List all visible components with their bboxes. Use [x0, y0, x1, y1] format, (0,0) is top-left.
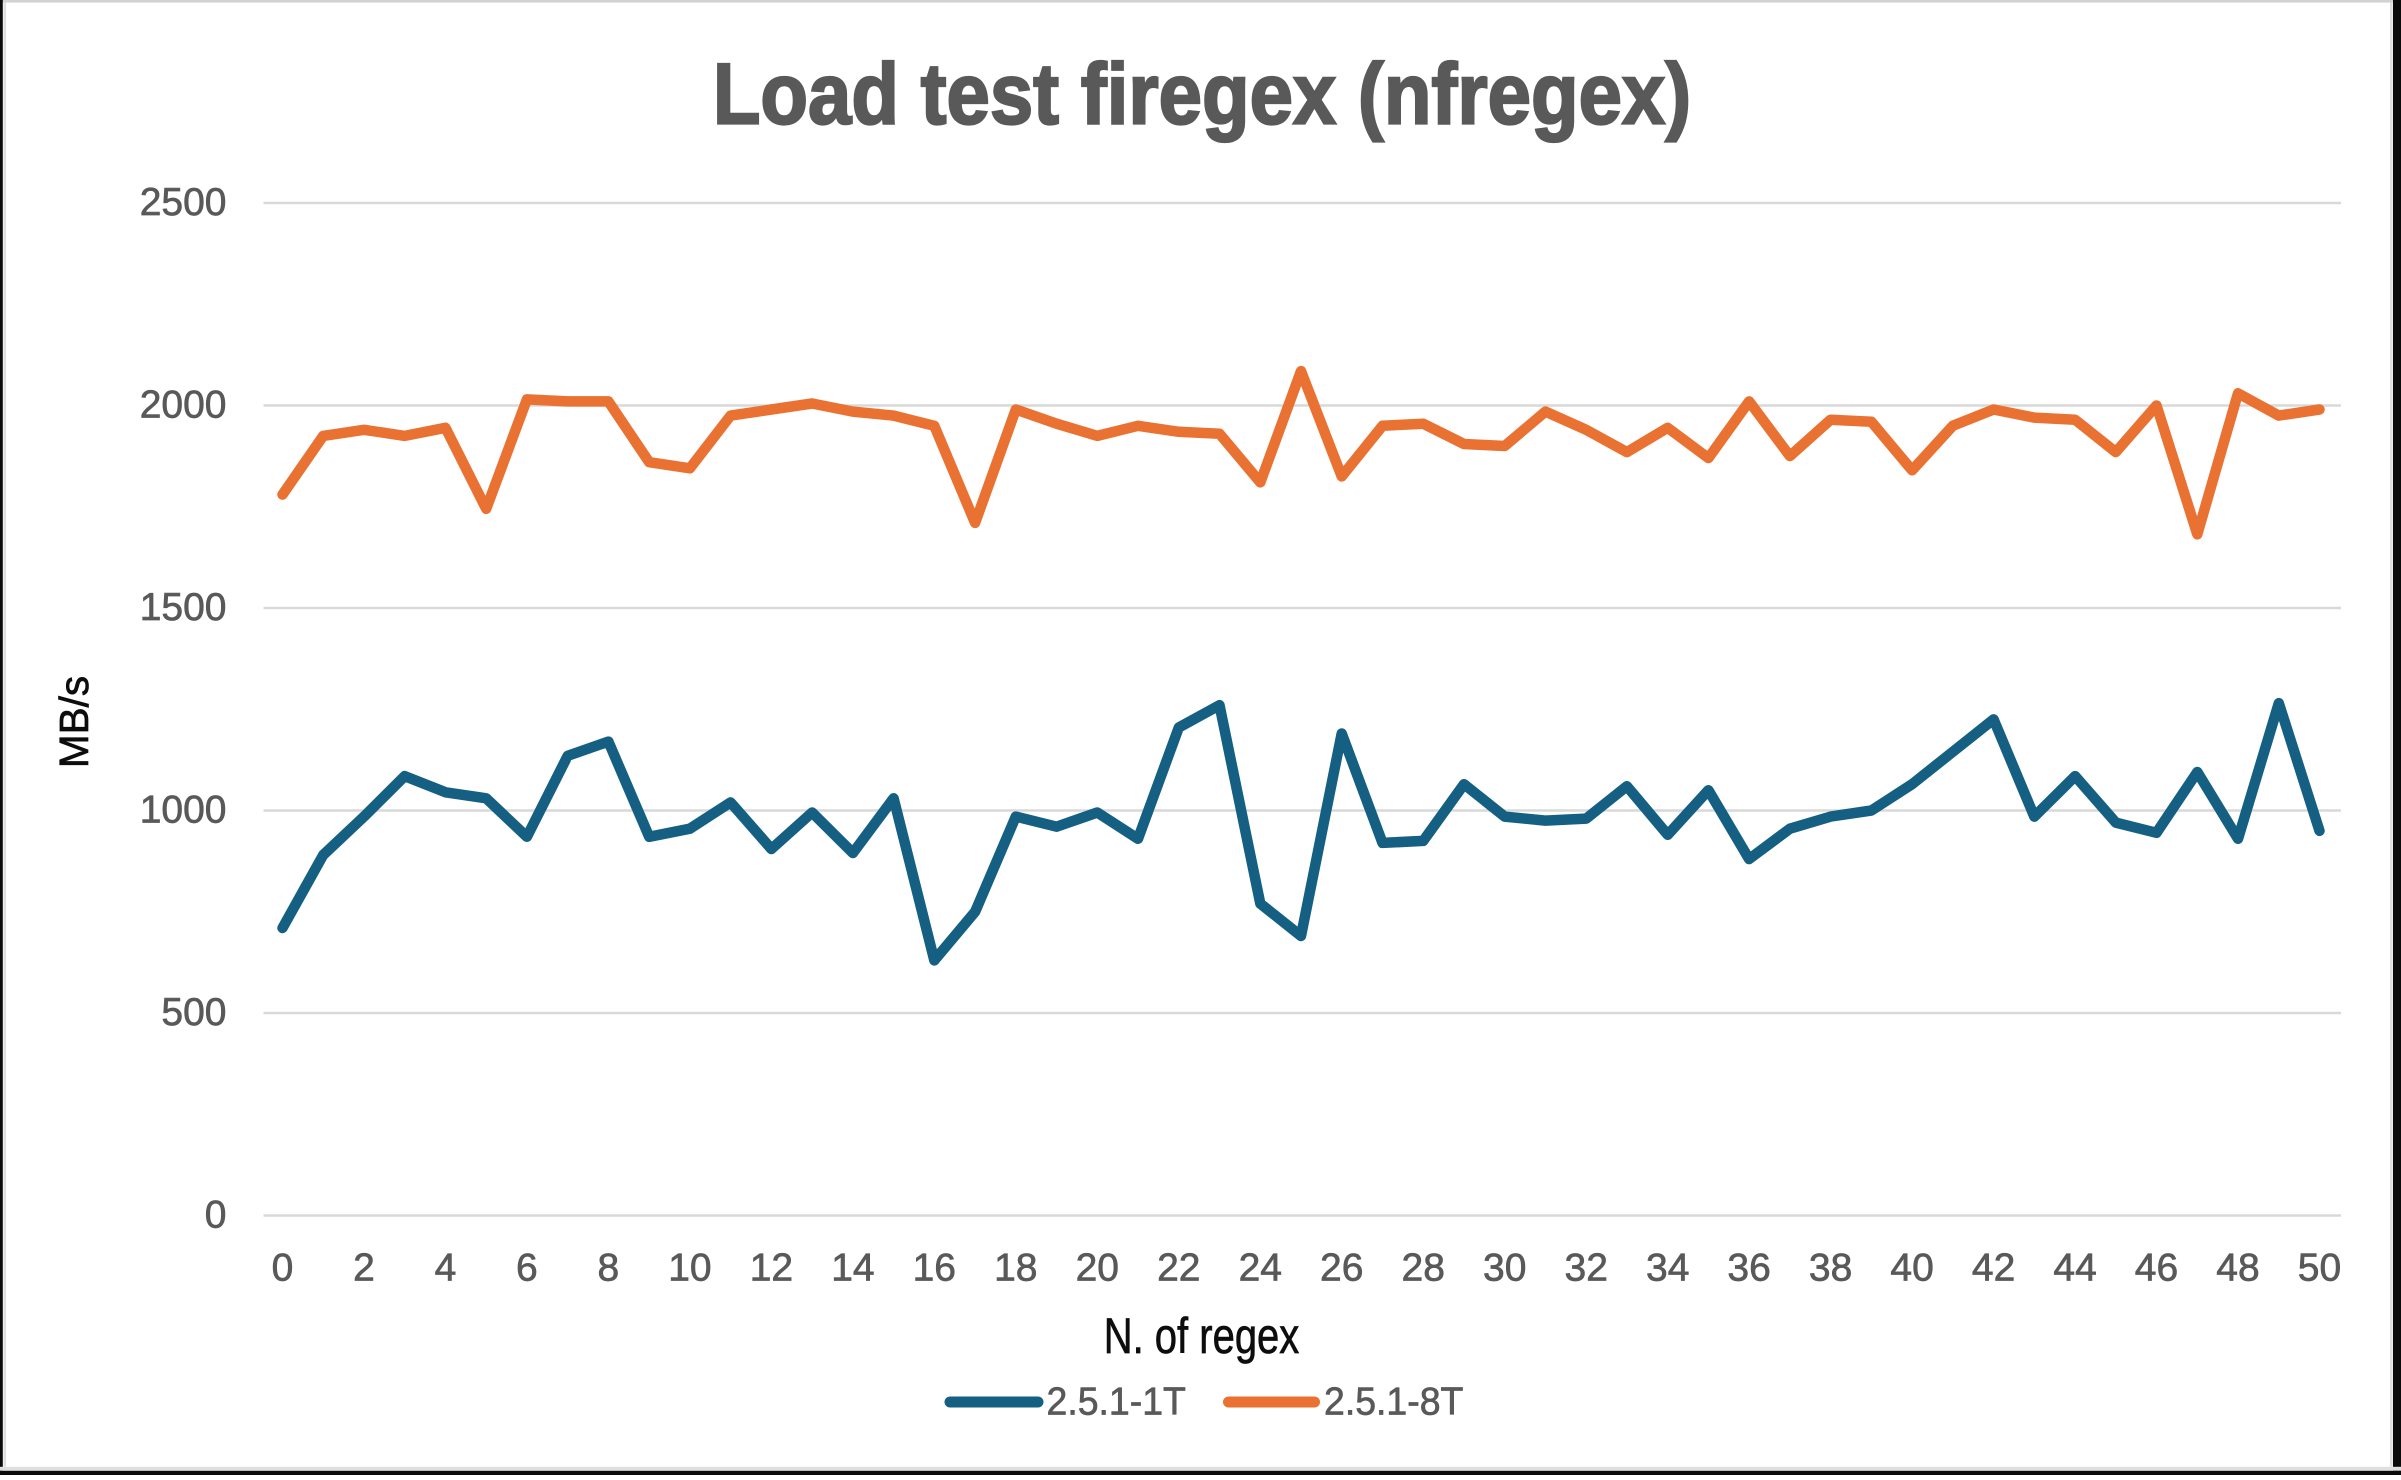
svg-text:22: 22: [1157, 1247, 1200, 1290]
svg-text:24: 24: [1239, 1247, 1282, 1290]
svg-text:26: 26: [1320, 1247, 1363, 1290]
svg-text:30: 30: [1483, 1247, 1526, 1290]
svg-text:28: 28: [1402, 1247, 1445, 1290]
svg-text:50: 50: [2298, 1247, 2341, 1290]
svg-text:2.5.1-8T: 2.5.1-8T: [1324, 1380, 1463, 1424]
svg-text:12: 12: [750, 1247, 793, 1290]
svg-text:14: 14: [831, 1247, 874, 1290]
svg-text:34: 34: [1646, 1247, 1689, 1290]
svg-text:6: 6: [516, 1247, 538, 1290]
svg-text:Load test firegex (nfregex): Load test firegex (nfregex): [713, 47, 1691, 142]
svg-text:2000: 2000: [140, 384, 227, 427]
svg-text:40: 40: [1890, 1247, 1933, 1290]
svg-text:2500: 2500: [140, 181, 227, 224]
svg-text:18: 18: [994, 1247, 1037, 1290]
svg-text:8: 8: [598, 1247, 620, 1290]
svg-text:20: 20: [1076, 1247, 1119, 1290]
svg-text:10: 10: [668, 1247, 711, 1290]
svg-text:1000: 1000: [140, 789, 227, 832]
svg-text:4: 4: [435, 1247, 457, 1290]
svg-text:38: 38: [1809, 1247, 1852, 1290]
svg-text:36: 36: [1727, 1247, 1770, 1290]
svg-text:N. of regex: N. of regex: [1104, 1308, 1300, 1364]
svg-text:0: 0: [205, 1194, 227, 1237]
svg-text:48: 48: [2216, 1247, 2259, 1290]
svg-text:42: 42: [1972, 1247, 2015, 1290]
svg-text:32: 32: [1565, 1247, 1608, 1290]
svg-text:16: 16: [913, 1247, 956, 1290]
svg-text:44: 44: [2053, 1247, 2096, 1290]
svg-text:0: 0: [272, 1247, 294, 1290]
svg-text:2.5.1-1T: 2.5.1-1T: [1047, 1380, 1186, 1424]
svg-text:MB/s: MB/s: [51, 676, 97, 768]
svg-text:2: 2: [353, 1247, 375, 1290]
svg-text:1500: 1500: [140, 586, 227, 629]
svg-text:46: 46: [2135, 1247, 2178, 1290]
svg-text:500: 500: [161, 991, 226, 1034]
